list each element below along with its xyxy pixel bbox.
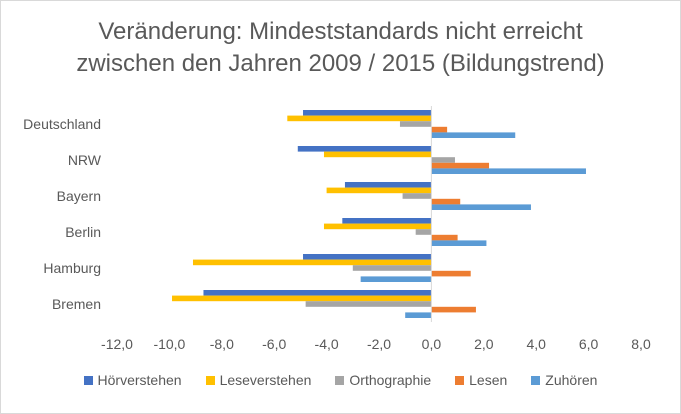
bar-hamburg-zuhören	[360, 276, 432, 282]
bar-berlin-hörverstehen	[342, 218, 432, 224]
x-tick-label: 4,0	[526, 336, 546, 352]
bar-bremen-zuhören	[405, 312, 432, 318]
legend-item: Zuhören	[531, 372, 597, 388]
legend-swatch	[531, 375, 541, 385]
x-tick-label: -12,0	[101, 336, 133, 352]
bar-berlin-zuhören	[431, 240, 487, 246]
bar-bremen-orthographie	[305, 301, 432, 307]
bar-bayern-lesen	[431, 198, 461, 205]
legend-item: Leseverstehen	[205, 372, 312, 388]
bar-bremen-lesen	[431, 306, 476, 313]
bar-deutschland-hörverstehen	[303, 110, 432, 116]
category-label: Bayern	[57, 188, 101, 204]
bar-bayern-zuhören	[431, 204, 531, 210]
x-tick-label: -4,0	[315, 336, 339, 352]
legend-label: Lesen	[469, 372, 508, 388]
bar-bayern-hörverstehen	[344, 182, 432, 188]
bar-berlin-lesen	[431, 234, 458, 241]
x-tick-label: -10,0	[153, 336, 185, 352]
bar-bremen-leseverstehen	[172, 295, 432, 302]
bar-bayern-leseverstehen	[326, 187, 432, 194]
chart-title-line-2: zwischen den Jahren 2009 / 2015 (Bildung…	[76, 50, 605, 77]
legend-item: Hörverstehen	[83, 372, 182, 388]
chart-title-line-1: Veränderung: Mindeststandards nicht erre…	[98, 18, 583, 45]
x-tick-label: -8,0	[210, 336, 234, 352]
x-tick-label: -2,0	[367, 336, 391, 352]
bar-deutschland-lesen	[431, 126, 448, 133]
bar-nrw-hörverstehen	[297, 146, 432, 152]
category-label: Hamburg	[43, 260, 101, 276]
category-label: Berlin	[65, 224, 101, 240]
x-tick-label: 2,0	[474, 336, 494, 352]
bar-nrw-leseverstehen	[323, 151, 432, 158]
category-label: NRW	[68, 152, 102, 168]
bar-berlin-leseverstehen	[323, 223, 432, 230]
legend-item: Orthographie	[335, 372, 431, 388]
category-label: Bremen	[52, 296, 101, 312]
bars-layer	[172, 110, 586, 318]
bar-hamburg-lesen	[431, 270, 471, 277]
bar-nrw-lesen	[431, 162, 490, 169]
bar-bremen-hörverstehen	[203, 290, 432, 296]
x-tick-label: 6,0	[579, 336, 599, 352]
legend-label: Hörverstehen	[97, 372, 182, 388]
bar-bayern-orthographie	[402, 193, 432, 199]
bar-hamburg-orthographie	[352, 265, 432, 271]
bar-deutschland-zuhören	[431, 132, 516, 138]
x-tick-label: 8,0	[631, 336, 651, 352]
legend-label: Zuhören	[545, 372, 598, 388]
x-tick-label: 0,0	[422, 336, 442, 352]
chart-legend: Hörverstehen Leseverstehen Orthographie Les…	[0, 372, 681, 388]
bar-nrw-orthographie	[431, 157, 455, 163]
x-tick-labels: -12,0 -10,0 -8,0 -6,0 -4,0 -2,0 0,0 2,0 4,0 6,0 8,…	[101, 336, 651, 352]
bar-berlin-orthographie	[415, 229, 432, 235]
legend-swatch	[205, 375, 215, 385]
chart-title: Veränderung: Mindeststandards nicht erre…	[0, 16, 681, 80]
bar-deutschland-orthographie	[399, 121, 432, 127]
legend-swatch	[455, 375, 465, 385]
legend-label: Orthographie	[349, 372, 432, 388]
bar-hamburg-hörverstehen	[303, 254, 432, 260]
bar-nrw-zuhören	[431, 168, 586, 174]
legend-swatch	[335, 375, 345, 385]
legend-item: Lesen	[455, 372, 507, 388]
legend-label: Leseverstehen	[219, 372, 312, 388]
bar-hamburg-leseverstehen	[192, 259, 432, 266]
x-tick-label: -6,0	[262, 336, 286, 352]
legend-swatch	[83, 375, 93, 385]
category-labels: Deutschland NRW Bayern Berlin Hamburg Bremen	[23, 116, 102, 312]
bar-deutschland-leseverstehen	[287, 115, 432, 122]
category-label: Deutschland	[23, 116, 101, 132]
